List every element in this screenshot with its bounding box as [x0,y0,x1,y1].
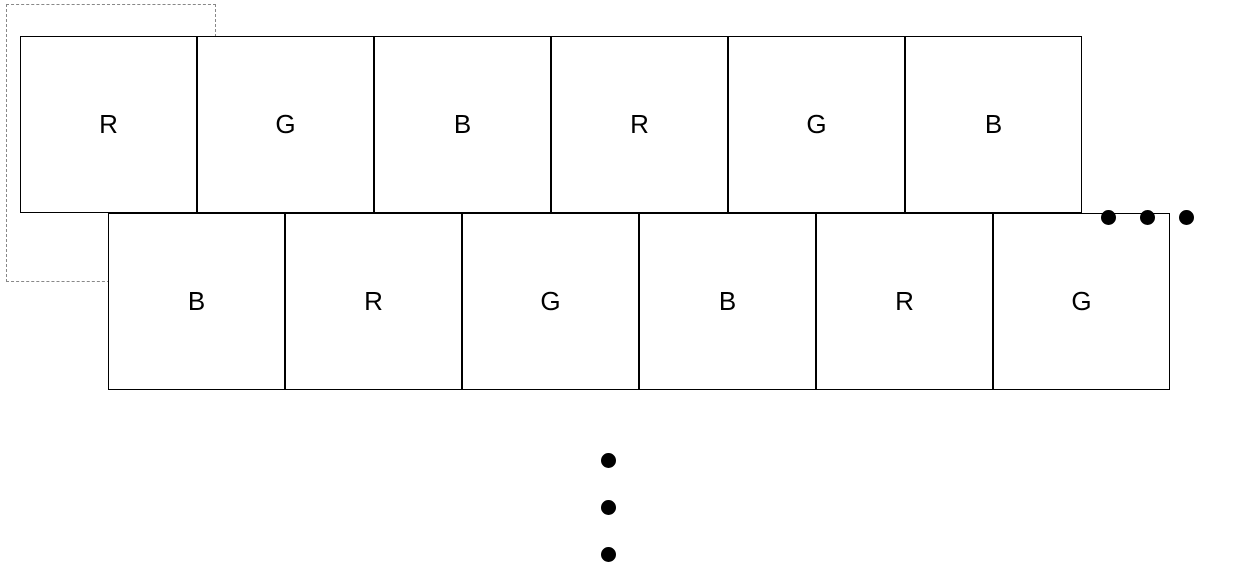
row1-cell-0-label: R [99,109,118,140]
row2-cell-3: B [639,213,816,390]
row1-cell-3-label: R [630,109,649,140]
v-ellipsis-dot-2 [601,547,616,562]
row2-cell-5: G [993,213,1170,390]
row2-cell-0-label: B [188,286,205,317]
row2-cell-2-label: G [540,286,560,317]
row2-cell-3-label: B [719,286,736,317]
row1-cell-2: B [374,36,551,213]
h-ellipsis-dot-0 [1101,210,1116,225]
row1-cell-3: R [551,36,728,213]
row1-cell-4: G [728,36,905,213]
row1-cell-1: G [197,36,374,213]
h-ellipsis-dot-1 [1140,210,1155,225]
v-ellipsis-dot-0 [601,453,616,468]
row2-cell-4-label: R [895,286,914,317]
row1-cell-0: R [20,36,197,213]
row2-cell-0: B [108,213,285,390]
row2-cell-2: G [462,213,639,390]
row2-cell-1-label: R [364,286,383,317]
v-ellipsis-dot-1 [601,500,616,515]
h-ellipsis-dot-2 [1179,210,1194,225]
row1-cell-2-label: B [454,109,471,140]
row2-cell-5-label: G [1071,286,1091,317]
row2-cell-4: R [816,213,993,390]
row2-cell-1: R [285,213,462,390]
row1-cell-5: B [905,36,1082,213]
row1-cell-4-label: G [806,109,826,140]
diagram-stage: R G B R G B B R G B R G [0,0,1240,577]
row1-cell-5-label: B [985,109,1002,140]
row1-cell-1-label: G [275,109,295,140]
